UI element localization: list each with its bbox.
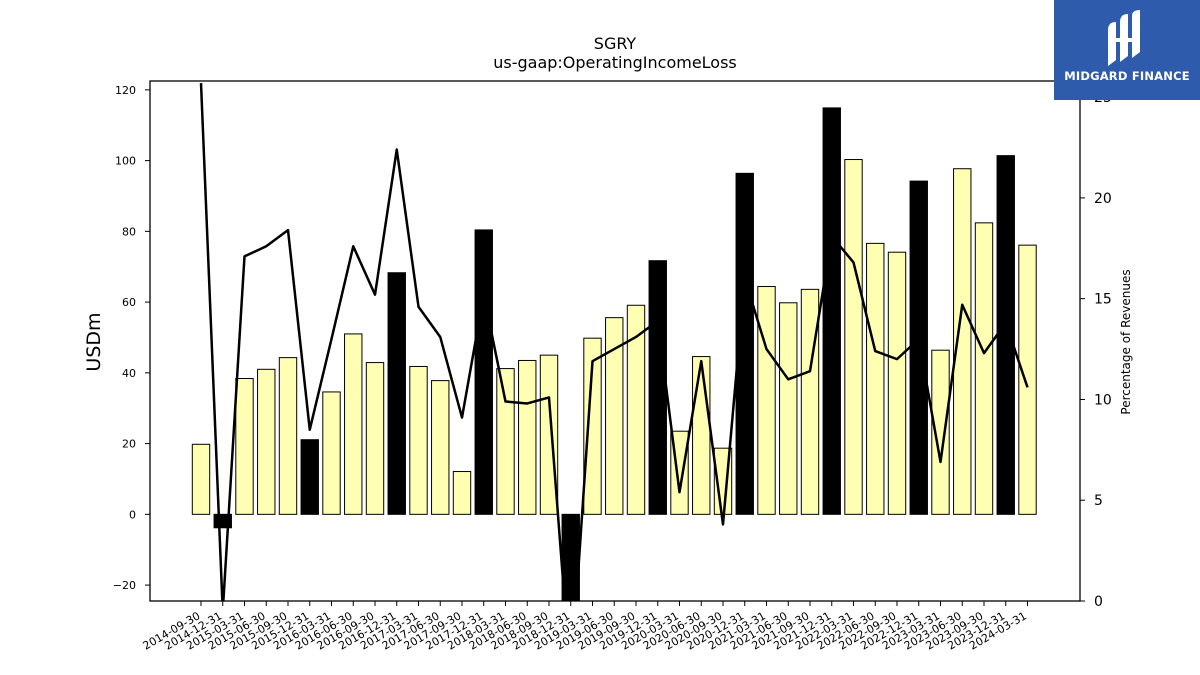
bar-2019-12-31 [648, 260, 667, 515]
bar-2023-03-31 [931, 349, 950, 515]
bar-2017-06-30 [431, 380, 450, 515]
y-tick-label: −20 [113, 579, 136, 592]
y2-tick-label: 5 [1094, 493, 1103, 509]
bar-2021-12-31 [822, 107, 841, 515]
brand-logo: MIDGARD FINANCE [1054, 0, 1200, 100]
bar-2022-09-30 [887, 251, 907, 515]
y-tick-label: 120 [115, 84, 136, 97]
midgard-logo-icon [1108, 10, 1140, 66]
bar-2019-06-30 [605, 317, 624, 515]
y2-axis-label: Percentage of Revenues [1119, 269, 1133, 414]
y-tick-label: 100 [115, 155, 136, 168]
bar-2019-03-31 [583, 337, 602, 515]
bar-2017-12-31 [474, 229, 493, 515]
bar-2020-12-31 [735, 172, 754, 515]
bar-2022-06-30 [866, 242, 885, 515]
y-tick-label: 80 [122, 225, 136, 238]
y-tick-label: 20 [122, 438, 136, 451]
bar-2015-12-31 [300, 439, 319, 515]
y-tick-label: 40 [122, 367, 136, 380]
chart-title: SGRY [594, 34, 637, 53]
y-tick-label: 0 [129, 508, 136, 521]
bar-2020-06-30 [692, 356, 711, 515]
bar-2016-12-31 [387, 272, 406, 515]
y2-tick-label: 20 [1094, 191, 1112, 207]
bar-2017-09-30 [452, 471, 472, 515]
bar-2022-12-31 [909, 180, 928, 515]
bar-2015-06-30 [257, 368, 276, 515]
bar-2017-03-31 [409, 365, 428, 515]
bar-2023-09-30 [974, 222, 994, 515]
bar-2019-09-30 [626, 304, 646, 515]
y2-tick-label: 0 [1094, 594, 1103, 610]
bar-2024-03-31 [1018, 244, 1037, 515]
percentage-line [199, 82, 1029, 601]
bar-2015-09-30 [278, 357, 298, 515]
bar-2016-06-30 [344, 333, 363, 515]
bar-2018-06-30 [518, 359, 537, 515]
bar-2021-09-30 [800, 288, 820, 515]
plot-frame [149, 80, 1081, 602]
bar-2014-09-30 [191, 443, 211, 515]
chart-subtitle: us-gaap:OperatingIncomeLoss [493, 53, 737, 72]
bar-2021-03-31 [757, 286, 776, 515]
bar-2018-09-30 [539, 354, 559, 515]
bar-2016-03-31 [322, 391, 341, 515]
y2-tick-label: 15 [1094, 292, 1112, 308]
bar-2016-09-30 [365, 362, 385, 515]
bar-2021-06-30 [779, 302, 798, 515]
bar-2023-12-31 [996, 155, 1015, 515]
bar-2018-12-31 [561, 513, 580, 601]
bar-2015-03-31 [235, 377, 254, 515]
brand-name: MIDGARD FINANCE [1064, 69, 1190, 83]
bar-2018-03-31 [496, 368, 515, 515]
bar-2022-03-31 [844, 159, 863, 515]
bar-2023-06-30 [953, 168, 972, 515]
y2-tick-label: 10 [1094, 392, 1112, 408]
y-tick-label: 60 [122, 296, 136, 309]
y-axis-label: USDm [83, 312, 105, 371]
